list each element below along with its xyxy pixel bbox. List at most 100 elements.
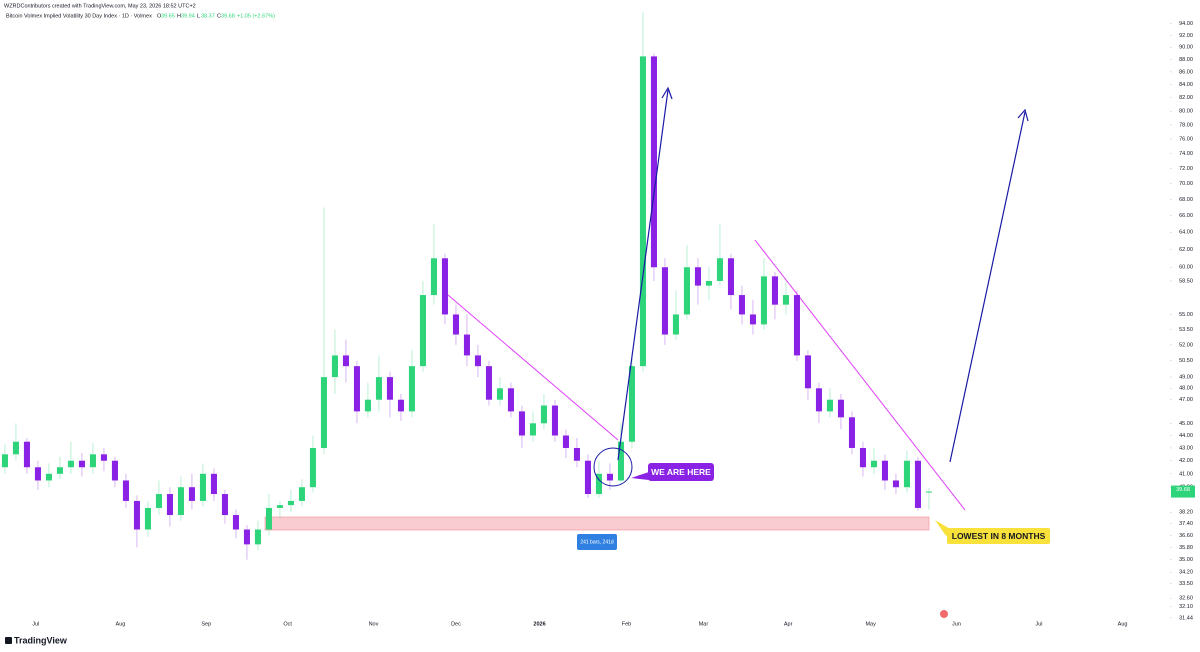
candle-body bbox=[628, 366, 635, 442]
y-tick-label: 64.00 bbox=[1179, 230, 1193, 236]
candle-body bbox=[749, 314, 756, 325]
x-tick-label: Mar bbox=[699, 621, 709, 627]
candle-body bbox=[210, 473, 217, 495]
y-tick-label: 45.00 bbox=[1179, 421, 1193, 427]
candle-body bbox=[584, 460, 591, 495]
y-tick-label: 74.00 bbox=[1179, 151, 1193, 157]
candle-body bbox=[771, 276, 778, 305]
y-tick-label: 48.00 bbox=[1179, 386, 1193, 392]
candle-body bbox=[375, 377, 382, 400]
x-tick-label: Sep bbox=[201, 621, 211, 627]
candle-body bbox=[551, 405, 558, 436]
candle-body bbox=[430, 258, 437, 296]
legend-key: L bbox=[197, 13, 200, 19]
y-tick-label: 80.00 bbox=[1179, 109, 1193, 115]
arrow-line bbox=[617, 89, 669, 461]
arrow-head bbox=[1017, 108, 1029, 122]
candle-body bbox=[89, 454, 96, 468]
candle-body bbox=[166, 494, 173, 516]
candle-body bbox=[155, 494, 162, 508]
y-tick-label: 50.50 bbox=[1179, 358, 1193, 364]
candle-body bbox=[309, 447, 316, 488]
candle-body bbox=[342, 355, 349, 367]
candle-body bbox=[353, 366, 360, 412]
candle-body bbox=[265, 507, 272, 530]
x-tick-label: Jul bbox=[1035, 621, 1042, 627]
candle-body bbox=[815, 388, 822, 412]
range-text: 241 bars, 241d bbox=[580, 539, 614, 545]
candle-body bbox=[903, 460, 910, 488]
candle-body bbox=[12, 441, 19, 455]
legend-value: 39.94 bbox=[181, 13, 195, 19]
candle-body bbox=[606, 473, 613, 481]
y-tick-label: 88.00 bbox=[1179, 57, 1193, 63]
candle-body bbox=[485, 366, 492, 400]
y-tick-label: 32.10 bbox=[1179, 604, 1193, 610]
y-tick-label: 72.00 bbox=[1179, 166, 1193, 172]
candle-body bbox=[133, 500, 140, 530]
candle-body bbox=[221, 494, 228, 516]
candle-body bbox=[67, 460, 74, 468]
candle-body bbox=[188, 487, 195, 501]
candle-body bbox=[694, 267, 701, 286]
y-tick-label: 33.50 bbox=[1179, 581, 1193, 587]
price-axis: 94.00 92.00 90.00 88.00 86.00 84.00 82.00 80.00… bbox=[1170, 21, 1195, 621]
candle-body bbox=[287, 500, 294, 506]
arrow-line bbox=[949, 111, 1026, 463]
candle-body bbox=[848, 417, 855, 448]
candle-body bbox=[738, 295, 745, 315]
y-tick-label: 42.00 bbox=[1179, 458, 1193, 464]
y-tick-label: 35.00 bbox=[1179, 557, 1193, 563]
legend-value: 39.68 bbox=[221, 13, 235, 19]
y-tick-label: 94.00 bbox=[1179, 21, 1193, 27]
candle-body bbox=[23, 441, 30, 468]
candle-body bbox=[111, 460, 118, 481]
candle-body bbox=[177, 487, 184, 516]
ohlc-legend: O 39.65 H 39.94 L 38.37 C 39.68 +1.05 (+2.67%) bbox=[157, 13, 275, 19]
callout-text: LOWEST IN 8 MONTHS bbox=[952, 531, 1046, 541]
y-tick-label: 43.00 bbox=[1179, 445, 1193, 451]
candle-body bbox=[881, 460, 888, 481]
brand-logo: TradingView bbox=[5, 635, 68, 645]
time-axis: Jul Aug Sep Oct Nov Dec 2026 Feb Mar Apr May Jun Jul… bbox=[32, 621, 1127, 627]
candle-body bbox=[496, 388, 503, 400]
legend-key: O bbox=[157, 13, 162, 19]
candle-body bbox=[78, 460, 85, 468]
candle-body bbox=[199, 473, 206, 501]
candle-body bbox=[474, 355, 481, 367]
x-tick-label: 2026 bbox=[533, 621, 545, 627]
candle-body bbox=[243, 529, 250, 545]
candle-body bbox=[100, 454, 107, 461]
candle-body bbox=[298, 487, 305, 501]
projection-arrows bbox=[617, 86, 1029, 463]
callout-pointer bbox=[631, 472, 649, 480]
y-tick-label: 78.00 bbox=[1179, 122, 1193, 128]
event-icon bbox=[940, 610, 948, 618]
candle-body bbox=[650, 56, 657, 268]
y-tick-label: 86.00 bbox=[1179, 69, 1193, 75]
y-tick-label: 68.00 bbox=[1179, 197, 1193, 203]
created-by: WZRDContributors created with TradingVie… bbox=[4, 3, 196, 9]
y-tick-label: 82.00 bbox=[1179, 95, 1193, 101]
candle-body bbox=[892, 480, 899, 488]
candle-body bbox=[122, 480, 129, 501]
candle-body bbox=[144, 507, 151, 530]
candle-body bbox=[804, 355, 811, 389]
y-tick-label: 53.50 bbox=[1179, 327, 1193, 333]
last-price-tag bbox=[1171, 485, 1195, 498]
candle-body bbox=[859, 447, 866, 468]
brand-text: TradingView bbox=[14, 635, 68, 645]
x-tick-label: Aug bbox=[116, 621, 126, 627]
candle-body bbox=[562, 435, 569, 448]
candles bbox=[1, 12, 932, 560]
callout-box bbox=[648, 463, 714, 481]
candle-body bbox=[837, 399, 844, 418]
y-tick-label: 76.00 bbox=[1179, 136, 1193, 142]
symbol-title: Bitcoin Volmex Implied Volatility 30 Day… bbox=[6, 13, 152, 19]
candle-body bbox=[1, 454, 8, 468]
candle-body bbox=[914, 460, 921, 508]
candle-body bbox=[705, 280, 712, 286]
x-tick-label: Nov bbox=[369, 621, 379, 627]
y-tick-label: 52.00 bbox=[1179, 342, 1193, 348]
